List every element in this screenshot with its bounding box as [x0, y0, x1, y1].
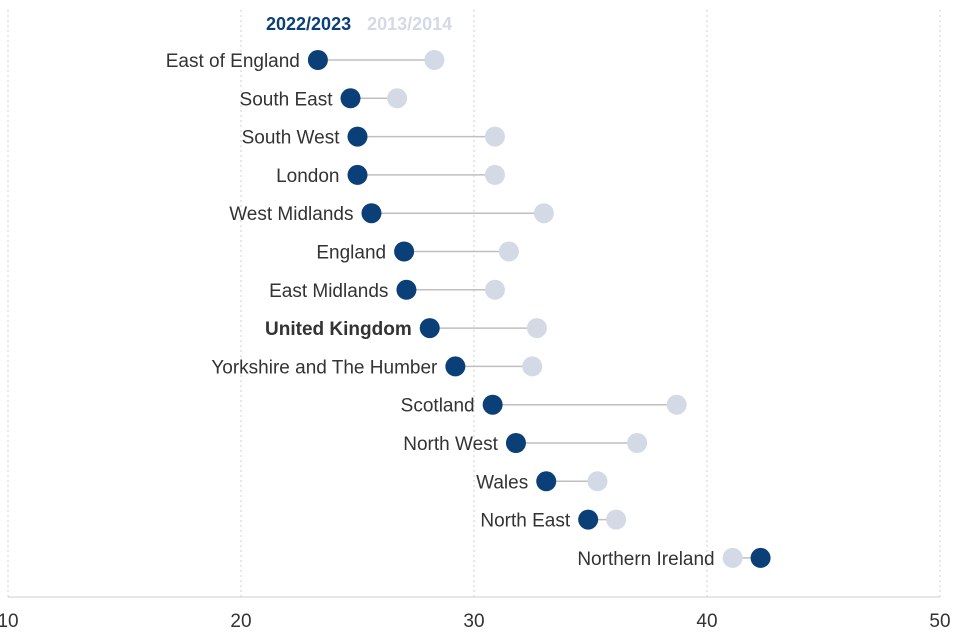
point-2013: [627, 433, 648, 453]
point-2022: [347, 164, 368, 185]
x-tick-label: 20: [230, 611, 251, 632]
x-tick-label: 30: [463, 611, 484, 632]
x-tick-label: 40: [696, 611, 717, 632]
point-2013: [484, 126, 505, 147]
legend-2013: 2013/2014: [367, 14, 453, 34]
point-2022: [419, 318, 440, 339]
x-tick-label: 10: [0, 611, 19, 632]
series-2013-points: [387, 50, 743, 568]
point-2013: [522, 356, 543, 377]
point-2013: [484, 164, 505, 185]
category-label: East of England: [166, 51, 300, 72]
point-2013: [484, 279, 505, 300]
point-2013: [526, 318, 547, 339]
x-axis: 10 20 30 40 50: [0, 596, 951, 632]
category-label: North East: [480, 511, 570, 532]
point-2013: [498, 241, 519, 262]
point-2022: [750, 547, 771, 568]
point-2022: [340, 88, 361, 109]
point-2013: [533, 203, 554, 224]
point-2022: [536, 471, 557, 492]
point-2022: [505, 433, 526, 453]
point-2022: [394, 241, 415, 262]
series-2022-points: [307, 50, 771, 568]
category-label: South West: [242, 128, 341, 149]
point-2013: [387, 88, 408, 109]
grid: [7, 10, 941, 597]
category-label: Scotland: [401, 396, 475, 417]
point-2022: [445, 356, 466, 377]
x-tick-label: 50: [929, 611, 950, 632]
point-2022: [307, 50, 328, 70]
point-2022: [482, 394, 503, 415]
category-label: Northern Ireland: [577, 549, 714, 570]
category-label: West Midlands: [229, 204, 353, 225]
legend-2022: 2022/2023: [266, 14, 352, 34]
point-2022: [578, 509, 599, 530]
legend: 2022/2023 2013/2014: [266, 14, 468, 35]
category-label: England: [316, 243, 386, 264]
category-label: Wales: [476, 472, 528, 493]
point-2013: [424, 50, 445, 70]
category-label: London: [276, 166, 339, 187]
point-2022: [396, 279, 417, 300]
category-label: South East: [240, 89, 334, 110]
category-label: United Kingdom: [265, 319, 412, 340]
category-label: Yorkshire and The Humber: [211, 357, 438, 378]
point-2013: [722, 547, 743, 568]
category-labels: East of England South East South West Londo…: [166, 51, 715, 570]
point-2013: [606, 509, 627, 530]
point-2022: [347, 126, 368, 147]
point-2013: [666, 394, 687, 415]
category-label: East Midlands: [269, 281, 388, 302]
point-2022: [361, 203, 382, 224]
category-label: North West: [403, 434, 498, 455]
point-2013: [587, 471, 608, 492]
